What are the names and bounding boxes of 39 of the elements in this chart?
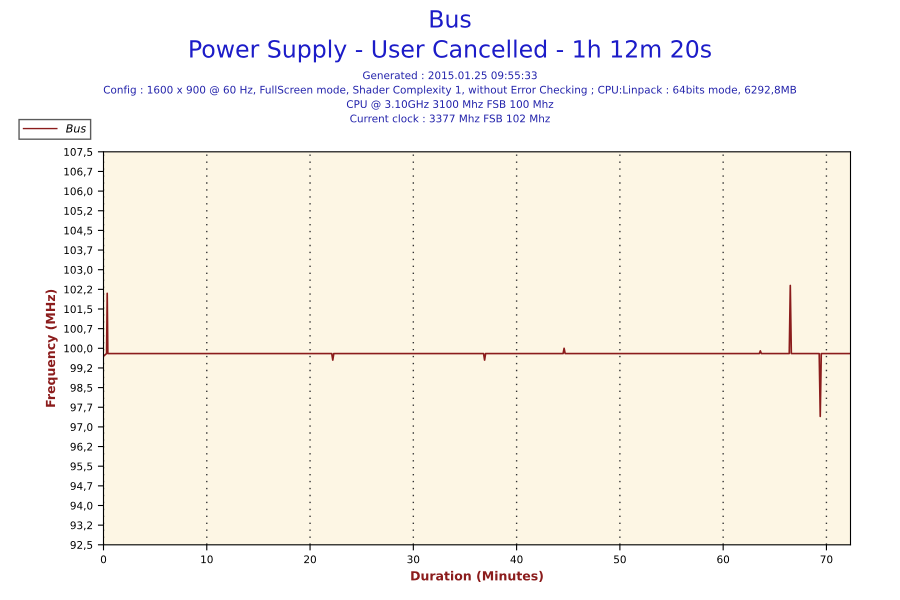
y-tick-label: 105,2	[64, 206, 92, 216]
y-tick-label: 96,2	[70, 442, 92, 452]
y-tick-label: 99,2	[70, 364, 92, 374]
y-tick-label: 103,0	[64, 266, 92, 275]
text: Current clock : 3377 Mhz FSB 102 Mhz	[350, 114, 550, 122]
y-tick-label: 95,5	[70, 462, 92, 472]
legend-label: Bus	[66, 124, 86, 133]
x-axis-title: Duration (Minutes)	[411, 570, 543, 582]
y-tick-label: 94,0	[70, 502, 92, 511]
y-tick-label: 100,7	[64, 324, 92, 334]
text: Config : 1600 x 900 @ 60 Hz, FullScreen mode, Shader Complexity 1, without Error Checking ; CPU:Linpack : 64bits mode, 6292,8MB	[104, 86, 796, 96]
y-axis-title: Frequency (MHz)	[46, 290, 58, 407]
y-tick-label: 106,7	[64, 168, 92, 177]
text: CPU @ 3.10GHz 3100 Mhz FSB 100 Mhz	[346, 100, 554, 110]
x-tick-label: 40	[510, 555, 523, 564]
y-tick-label: 97,0	[70, 423, 92, 432]
y-tick-label: 107,5	[64, 148, 92, 157]
x-tick-label: 0	[100, 555, 106, 564]
y-tick-label: 106,0	[64, 187, 92, 196]
y-tick-label: 97,7	[70, 403, 92, 412]
y-tick-label: 92,5	[70, 541, 92, 550]
y-tick-label: 103,7	[64, 246, 92, 256]
x-tick-label: 60	[717, 555, 730, 564]
y-tick-label: 94,7	[70, 482, 92, 492]
y-tick-label: 98,5	[70, 384, 92, 393]
y-tick-label: 93,2	[70, 521, 92, 530]
y-tick-label: 101,5	[64, 305, 92, 314]
y-tick-label: 100,0	[64, 344, 92, 354]
x-tick-label: 20	[304, 555, 316, 564]
chart-title: Bus	[430, 10, 471, 28]
x-tick-label: 70	[820, 555, 832, 564]
x-tick-label: 30	[407, 555, 420, 564]
line-series	[104, 284, 850, 418]
y-tick-label: 104,5	[64, 226, 92, 236]
x-tick-label: 10	[201, 555, 213, 564]
text: Generated : 2015.01.25 09:55:33	[363, 71, 537, 80]
chart-subtitle: Power Supply - User Cancelled - 1h 12m 20s	[190, 40, 711, 62]
y-tick-label: 102,2	[64, 286, 92, 295]
x-tick-label: 50	[614, 555, 626, 564]
